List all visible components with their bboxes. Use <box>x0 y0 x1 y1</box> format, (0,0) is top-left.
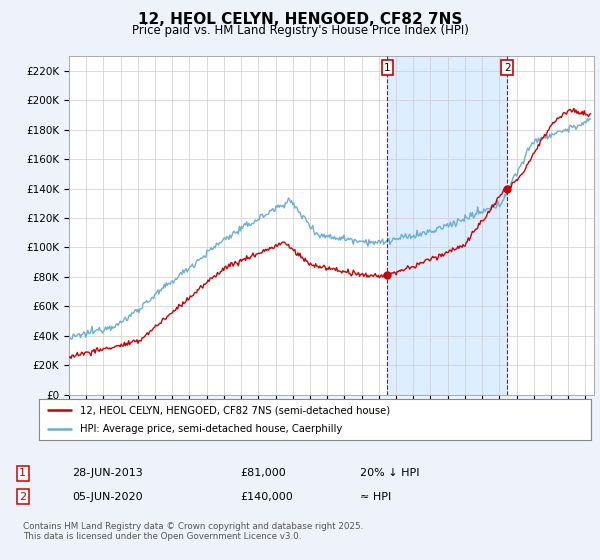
Text: 2: 2 <box>504 63 511 73</box>
Text: 12, HEOL CELYN, HENGOED, CF82 7NS (semi-detached house): 12, HEOL CELYN, HENGOED, CF82 7NS (semi-… <box>80 405 391 415</box>
Text: HPI: Average price, semi-detached house, Caerphilly: HPI: Average price, semi-detached house,… <box>80 424 343 433</box>
Text: £140,000: £140,000 <box>240 492 293 502</box>
Text: 20% ↓ HPI: 20% ↓ HPI <box>360 468 419 478</box>
Text: 1: 1 <box>384 63 391 73</box>
Text: 05-JUN-2020: 05-JUN-2020 <box>72 492 143 502</box>
Text: 12, HEOL CELYN, HENGOED, CF82 7NS: 12, HEOL CELYN, HENGOED, CF82 7NS <box>138 12 462 27</box>
Text: Price paid vs. HM Land Registry's House Price Index (HPI): Price paid vs. HM Land Registry's House … <box>131 24 469 36</box>
Text: 28-JUN-2013: 28-JUN-2013 <box>72 468 143 478</box>
Bar <box>388 56 507 395</box>
Text: Contains HM Land Registry data © Crown copyright and database right 2025.
This d: Contains HM Land Registry data © Crown c… <box>23 522 363 542</box>
Text: ≈ HPI: ≈ HPI <box>360 492 391 502</box>
Text: £81,000: £81,000 <box>240 468 286 478</box>
Text: 2: 2 <box>19 492 26 502</box>
Text: 1: 1 <box>19 468 26 478</box>
